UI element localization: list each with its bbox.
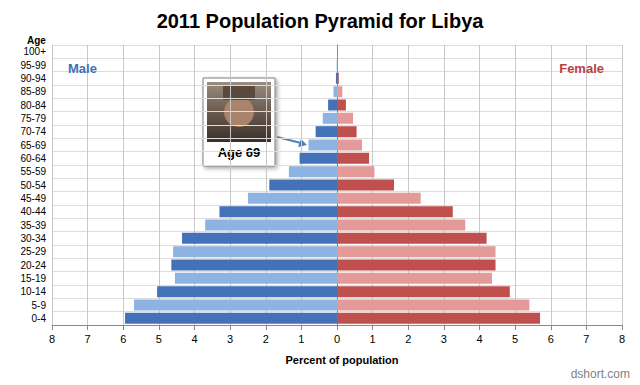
svg-text:90-94: 90-94 (20, 73, 46, 84)
svg-text:7: 7 (583, 333, 589, 345)
svg-text:5: 5 (156, 333, 162, 345)
svg-text:75-79: 75-79 (20, 113, 46, 124)
svg-text:3: 3 (227, 333, 233, 345)
svg-text:95-99: 95-99 (20, 60, 46, 71)
svg-text:3: 3 (441, 333, 447, 345)
svg-text:85-89: 85-89 (20, 86, 46, 97)
svg-text:60-64: 60-64 (20, 153, 46, 164)
svg-text:1: 1 (370, 333, 376, 345)
svg-text:dshort.com: dshort.com (571, 367, 630, 381)
svg-text:55-59: 55-59 (20, 166, 46, 177)
svg-text:4: 4 (191, 333, 197, 345)
svg-text:100+: 100+ (23, 46, 46, 57)
svg-text:4: 4 (476, 333, 482, 345)
svg-text:0-4: 0-4 (32, 313, 47, 324)
svg-text:0: 0 (334, 333, 340, 345)
svg-text:10-14: 10-14 (20, 286, 46, 297)
svg-text:Age: Age (27, 35, 46, 46)
svg-text:Percent of population: Percent of population (285, 354, 398, 366)
svg-text:6: 6 (120, 333, 126, 345)
svg-text:7: 7 (85, 333, 91, 345)
svg-text:20-24: 20-24 (20, 260, 46, 271)
svg-text:8: 8 (619, 333, 625, 345)
svg-text:40-44: 40-44 (20, 206, 46, 217)
svg-text:15-19: 15-19 (20, 273, 46, 284)
svg-text:35-39: 35-39 (20, 220, 46, 231)
svg-text:30-34: 30-34 (20, 233, 46, 244)
svg-text:Age 69: Age 69 (218, 145, 261, 160)
svg-text:8: 8 (49, 333, 55, 345)
svg-text:Female: Female (559, 61, 604, 76)
svg-text:25-29: 25-29 (20, 246, 46, 257)
svg-text:50-54: 50-54 (20, 180, 46, 191)
svg-text:5-9: 5-9 (32, 300, 47, 311)
svg-text:Male: Male (68, 61, 97, 76)
svg-text:45-49: 45-49 (20, 193, 46, 204)
svg-text:80-84: 80-84 (20, 100, 46, 111)
svg-text:1: 1 (298, 333, 304, 345)
svg-text:2011 Population Pyramid for Li: 2011 Population Pyramid for Libya (157, 10, 485, 32)
svg-text:2: 2 (405, 333, 411, 345)
svg-text:2: 2 (263, 333, 269, 345)
svg-text:65-69: 65-69 (20, 140, 46, 151)
svg-text:6: 6 (548, 333, 554, 345)
svg-text:70-74: 70-74 (20, 126, 46, 137)
svg-text:5: 5 (512, 333, 518, 345)
